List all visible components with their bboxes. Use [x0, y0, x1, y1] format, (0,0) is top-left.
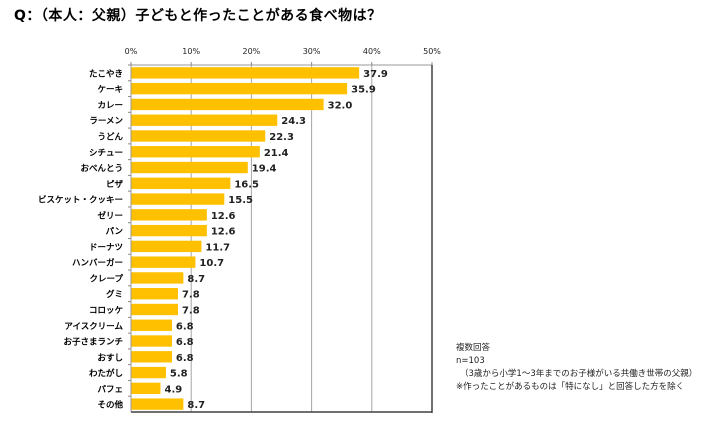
category-label: コロッケ [89, 306, 123, 316]
bar [131, 177, 231, 189]
bar [131, 67, 360, 79]
category-labels: たこやきケーキカレーラーメンうどんシチューおべんとうピザビスケット・クッキーゼリ… [38, 68, 124, 410]
category-label: たこやき [89, 68, 123, 79]
category-label: おすし [97, 353, 123, 363]
value-label: 5.8 [170, 369, 188, 380]
bars [131, 67, 360, 410]
category-label: クレープ [90, 273, 124, 284]
bar [131, 272, 184, 284]
bar [131, 256, 196, 268]
category-label: ドーナツ [89, 243, 123, 253]
value-label: 4.9 [164, 384, 182, 395]
value-label: 12.6 [211, 211, 236, 222]
category-label: うどん [97, 131, 123, 142]
note-exclusion: ※作ったことがあるものは「特になし」と回答した方を除く [456, 382, 685, 392]
bar [131, 146, 260, 158]
x-tick-label: 30% [303, 47, 321, 56]
value-label: 11.7 [205, 242, 230, 253]
value-labels: 37.9 35.9 32.0 24.3 22.3 21.4 19.4 16.5 15.5 12.6… [164, 69, 387, 411]
value-label: 6.8 [176, 321, 194, 332]
value-label: 6.8 [176, 353, 194, 364]
value-label: 37.9 [363, 69, 388, 80]
category-label: お子さまランチ [63, 338, 123, 348]
value-label: 19.4 [252, 164, 277, 175]
value-label: 35.9 [351, 85, 376, 96]
x-tick-label: 10% [182, 47, 200, 56]
value-label: 22.3 [269, 132, 294, 143]
bar [131, 193, 225, 205]
chart-title: Q：（本人：父親）子どもと作ったことがある食べ物は？ [14, 8, 382, 24]
category-label: ピザ [106, 179, 124, 190]
category-label: ラーメン [89, 117, 123, 127]
bar [131, 240, 202, 253]
category-label: その他 [97, 400, 123, 411]
survey-notes: 複数回答 n=103 （3歳から小学1～3年までのお子様がいる共働き世帯の父親）… [456, 342, 697, 394]
category-label: わたがし [89, 368, 123, 379]
category-label: グミ [106, 289, 123, 300]
bar [131, 114, 278, 126]
x-tick-label: 0% [125, 47, 138, 56]
value-label: 24.3 [281, 116, 306, 127]
bar [131, 335, 172, 347]
value-label: 15.5 [228, 195, 253, 206]
category-label: シチュー [89, 148, 123, 158]
value-label: 21.4 [264, 148, 289, 159]
bar [131, 351, 172, 363]
bar [131, 224, 207, 237]
category-label: ゼリー [97, 210, 123, 221]
value-label: 32.0 [328, 100, 353, 111]
value-label: 7.8 [182, 290, 200, 301]
category-label: パフェ [97, 384, 123, 395]
value-label: 7.8 [182, 305, 200, 316]
category-label: ハンバーガー [72, 258, 123, 269]
category-label: ビスケット・クッキー [38, 195, 123, 206]
bar [131, 161, 248, 174]
plot-frame [128, 64, 433, 413]
x-tick-label: 50% [423, 47, 441, 56]
note-sample-size: n=103 [456, 356, 485, 366]
note-population: （3歳から小学1～3年までのお子様がいる共働き世帯の父親） [460, 369, 698, 379]
bar [131, 130, 266, 142]
category-label: カレー [97, 101, 123, 111]
value-label: 8.7 [187, 274, 205, 285]
value-label: 10.7 [199, 258, 224, 269]
bar [131, 366, 166, 379]
bar [131, 288, 178, 300]
value-label: 16.5 [234, 179, 259, 190]
bar [131, 303, 178, 316]
category-label: おべんとう [80, 164, 123, 174]
category-label: アイスクリーム [64, 321, 123, 332]
category-label: ケーキ [97, 85, 123, 95]
bar [131, 209, 207, 221]
bar [131, 398, 184, 410]
bar [131, 82, 348, 95]
category-label: パン [106, 226, 124, 237]
value-label: 8.7 [187, 400, 205, 411]
value-label: 6.8 [176, 337, 194, 348]
x-axis-ticks: 0% 10% 20% 30% 40% 50% [125, 47, 441, 65]
note-multiple-answers: 複数回答 [456, 343, 491, 353]
x-tick-label: 20% [243, 47, 261, 56]
bar [131, 319, 172, 331]
bar [131, 98, 324, 111]
x-tick-label: 40% [363, 47, 381, 56]
bar [131, 382, 161, 395]
value-label: 12.6 [211, 227, 236, 238]
